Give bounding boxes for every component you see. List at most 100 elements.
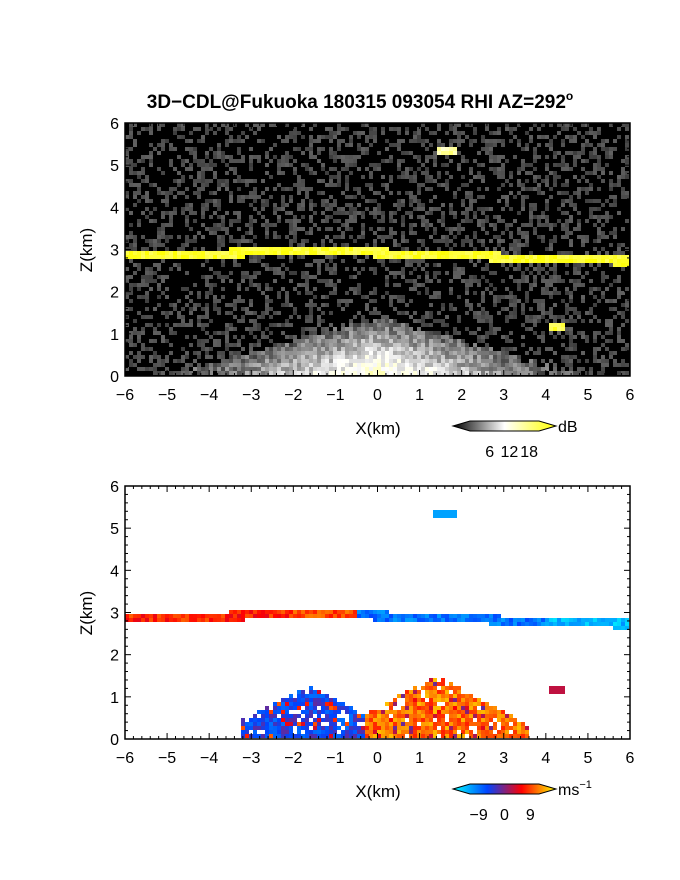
reflectivity-cell (513, 307, 517, 311)
reflectivity-cell (461, 243, 465, 247)
velocity-cell (465, 714, 469, 718)
reflectivity-cell (213, 271, 217, 275)
velocity-cell (257, 610, 261, 614)
reflectivity-cell (217, 199, 221, 203)
reflectivity-cell (489, 283, 493, 287)
reflectivity-cell (445, 151, 449, 155)
reflectivity-cell (577, 331, 581, 335)
velocity-cell (409, 714, 413, 718)
reflectivity-cell (237, 367, 241, 371)
reflectivity-cell (337, 155, 341, 159)
reflectivity-cell (409, 279, 413, 283)
reflectivity-cell (329, 351, 333, 355)
reflectivity-cell (373, 191, 377, 195)
reflectivity-cell (141, 211, 145, 215)
reflectivity-cell (201, 211, 205, 215)
reflectivity-cell (433, 295, 437, 299)
reflectivity-cell (541, 239, 545, 243)
reflectivity-cell (417, 183, 421, 187)
velocity-cell (433, 714, 437, 718)
reflectivity-cell (129, 291, 133, 295)
reflectivity-cell (265, 155, 269, 159)
velocity-cell (421, 722, 425, 726)
velocity-cell (389, 730, 393, 734)
reflectivity-cell (441, 215, 445, 219)
reflectivity-cell (221, 151, 225, 155)
reflectivity-cell (437, 279, 441, 283)
reflectivity-cell (349, 287, 353, 291)
reflectivity-cell (169, 327, 173, 331)
velocity-cell (585, 622, 589, 626)
reflectivity-cell (365, 151, 369, 155)
reflectivity-cell (369, 347, 373, 351)
reflectivity-cell (497, 235, 501, 239)
velocity-cell (525, 734, 529, 738)
reflectivity-cell (453, 127, 457, 131)
velocity-cell (509, 622, 513, 626)
reflectivity-cell (221, 243, 225, 247)
reflectivity-cell (209, 275, 213, 279)
velocity-cell (377, 714, 381, 718)
reflectivity-cell (153, 239, 157, 243)
reflectivity-cell (497, 299, 501, 303)
reflectivity-cell (417, 347, 421, 351)
reflectivity-cell (317, 307, 321, 311)
reflectivity-cell (293, 287, 297, 291)
reflectivity-cell (505, 315, 509, 319)
reflectivity-cell (473, 139, 477, 143)
velocity-cell (277, 734, 281, 738)
reflectivity-cell (333, 155, 337, 159)
reflectivity-cell (317, 139, 321, 143)
reflectivity-cell (417, 363, 421, 367)
velocity-cell (549, 622, 553, 626)
velocity-cell (241, 614, 245, 618)
velocity-cell (577, 618, 581, 622)
reflectivity-cell (577, 223, 581, 227)
reflectivity-cell (249, 303, 253, 307)
velocity-cell (293, 718, 297, 722)
reflectivity-cell (565, 223, 569, 227)
reflectivity-cell (533, 187, 537, 191)
reflectivity-cell (481, 251, 485, 255)
reflectivity-cell (361, 295, 365, 299)
reflectivity-cell (461, 251, 465, 255)
reflectivity-cell (217, 187, 221, 191)
reflectivity-cell (365, 367, 369, 371)
reflectivity-cell (201, 183, 205, 187)
reflectivity-cell (437, 331, 441, 335)
velocity-cell (401, 614, 405, 618)
reflectivity-cell (185, 323, 189, 327)
reflectivity-cell (505, 363, 509, 367)
reflectivity-cell (557, 131, 561, 135)
reflectivity-cell (321, 167, 325, 171)
reflectivity-cell (305, 363, 309, 367)
reflectivity-cell (373, 323, 377, 327)
reflectivity-cell (185, 287, 189, 291)
velocity-cell (421, 698, 425, 702)
reflectivity-cell (449, 231, 453, 235)
reflectivity-cell (337, 279, 341, 283)
reflectivity-cell (393, 327, 397, 331)
velocity-colorbar: −9 0 9 ms−1 (451, 779, 592, 824)
velocity-cell (249, 722, 253, 726)
reflectivity-cell (225, 131, 229, 135)
reflectivity-cell (301, 327, 305, 331)
reflectivity-cell (253, 243, 257, 247)
velocity-cell (453, 690, 457, 694)
reflectivity-cell (461, 255, 465, 259)
velocity-cell (349, 710, 353, 714)
velocity-cell (405, 690, 409, 694)
reflectivity-cell (217, 215, 221, 219)
reflectivity-cell (249, 351, 253, 355)
reflectivity-cell (433, 151, 437, 155)
reflectivity-cell (413, 283, 417, 287)
reflectivity-cell (429, 347, 433, 351)
velocity-cell (253, 722, 257, 726)
reflectivity-cell (269, 363, 273, 367)
reflectivity-cell (169, 187, 173, 191)
reflectivity-cell (589, 311, 593, 315)
reflectivity-cell (365, 343, 369, 347)
velocity-cell (425, 706, 429, 710)
reflectivity-cell (145, 179, 149, 183)
reflectivity-cell (349, 327, 353, 331)
